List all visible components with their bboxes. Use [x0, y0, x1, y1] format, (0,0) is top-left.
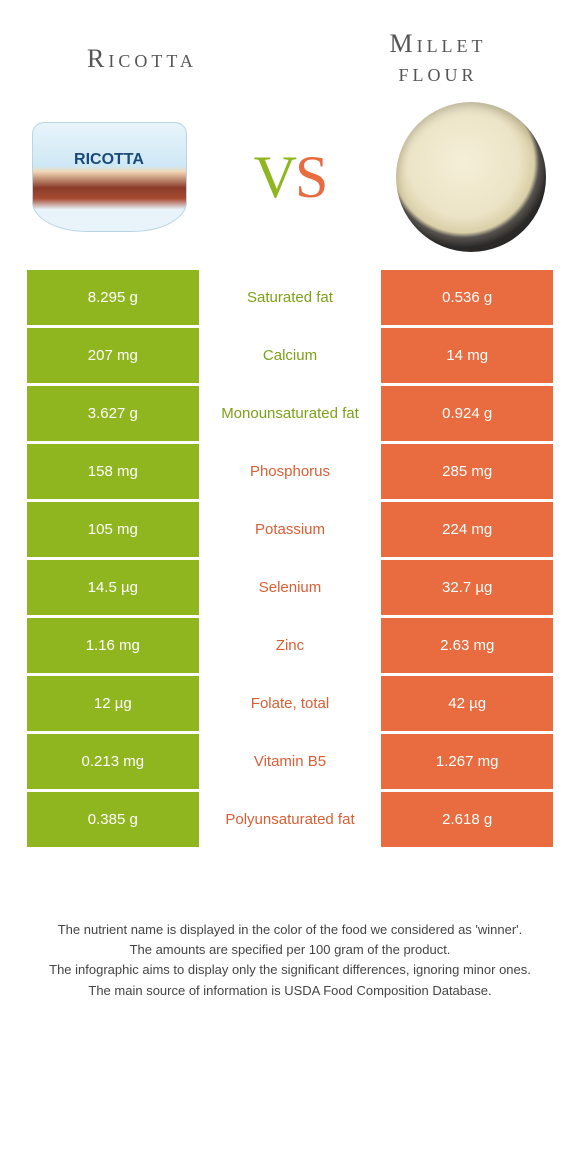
title-right: Millet flour	[320, 30, 556, 87]
vs-s: S	[295, 144, 326, 210]
table-row: 3.627 gMonounsaturated fat0.924 g	[27, 386, 553, 441]
right-value: 0.924 g	[381, 386, 553, 441]
title-row: Ricotta Millet flour	[24, 30, 556, 87]
table-row: 1.16 mgZinc2.63 mg	[27, 618, 553, 673]
left-value: 0.213 mg	[27, 734, 199, 789]
right-value: 2.618 g	[381, 792, 553, 847]
table-row: 207 mgCalcium14 mg	[27, 328, 553, 383]
nutrient-name: Calcium	[202, 328, 379, 383]
nutrient-name: Phosphorus	[202, 444, 379, 499]
right-value: 1.267 mg	[381, 734, 553, 789]
right-value: 32.7 µg	[381, 560, 553, 615]
title-right-l1: Millet	[389, 29, 486, 58]
nutrient-name: Monounsaturated fat	[202, 386, 379, 441]
table-row: 12 µgFolate, total42 µg	[27, 676, 553, 731]
right-value: 42 µg	[381, 676, 553, 731]
right-value: 0.536 g	[381, 270, 553, 325]
left-value: 12 µg	[27, 676, 199, 731]
ricotta-image	[24, 107, 194, 247]
left-value: 105 mg	[27, 502, 199, 557]
nutrient-name: Selenium	[202, 560, 379, 615]
left-value: 158 mg	[27, 444, 199, 499]
nutrient-name: Vitamin B5	[202, 734, 379, 789]
right-value: 14 mg	[381, 328, 553, 383]
table-row: 8.295 gSaturated fat0.536 g	[27, 270, 553, 325]
nutrient-name: Potassium	[202, 502, 379, 557]
millet-flour-image	[386, 107, 556, 247]
nutrient-name: Folate, total	[202, 676, 379, 731]
vs-v: V	[254, 144, 295, 210]
footer-line: The amounts are specified per 100 gram o…	[34, 940, 546, 960]
nutrient-name: Polyunsaturated fat	[202, 792, 379, 847]
vs-label: VS	[254, 143, 327, 212]
left-value: 14.5 µg	[27, 560, 199, 615]
table-row: 14.5 µgSelenium32.7 µg	[27, 560, 553, 615]
left-value: 3.627 g	[27, 386, 199, 441]
footer-line: The main source of information is USDA F…	[34, 981, 546, 1001]
footer-line: The infographic aims to display only the…	[34, 960, 546, 980]
right-value: 2.63 mg	[381, 618, 553, 673]
table-row: 105 mgPotassium224 mg	[27, 502, 553, 557]
title-left: Ricotta	[24, 43, 260, 74]
table-row: 0.213 mgVitamin B51.267 mg	[27, 734, 553, 789]
left-value: 0.385 g	[27, 792, 199, 847]
right-value: 285 mg	[381, 444, 553, 499]
table-row: 158 mgPhosphorus285 mg	[27, 444, 553, 499]
right-value: 224 mg	[381, 502, 553, 557]
nutrient-name: Saturated fat	[202, 270, 379, 325]
table-row: 0.385 gPolyunsaturated fat2.618 g	[27, 792, 553, 847]
left-value: 207 mg	[27, 328, 199, 383]
left-value: 8.295 g	[27, 270, 199, 325]
image-row: VS	[24, 107, 556, 247]
title-right-l2: flour	[398, 58, 477, 87]
nutrient-name: Zinc	[202, 618, 379, 673]
footer-line: The nutrient name is displayed in the co…	[34, 920, 546, 940]
footer-notes: The nutrient name is displayed in the co…	[24, 920, 556, 1001]
left-value: 1.16 mg	[27, 618, 199, 673]
comparison-table: 8.295 gSaturated fat0.536 g207 mgCalcium…	[24, 267, 556, 850]
